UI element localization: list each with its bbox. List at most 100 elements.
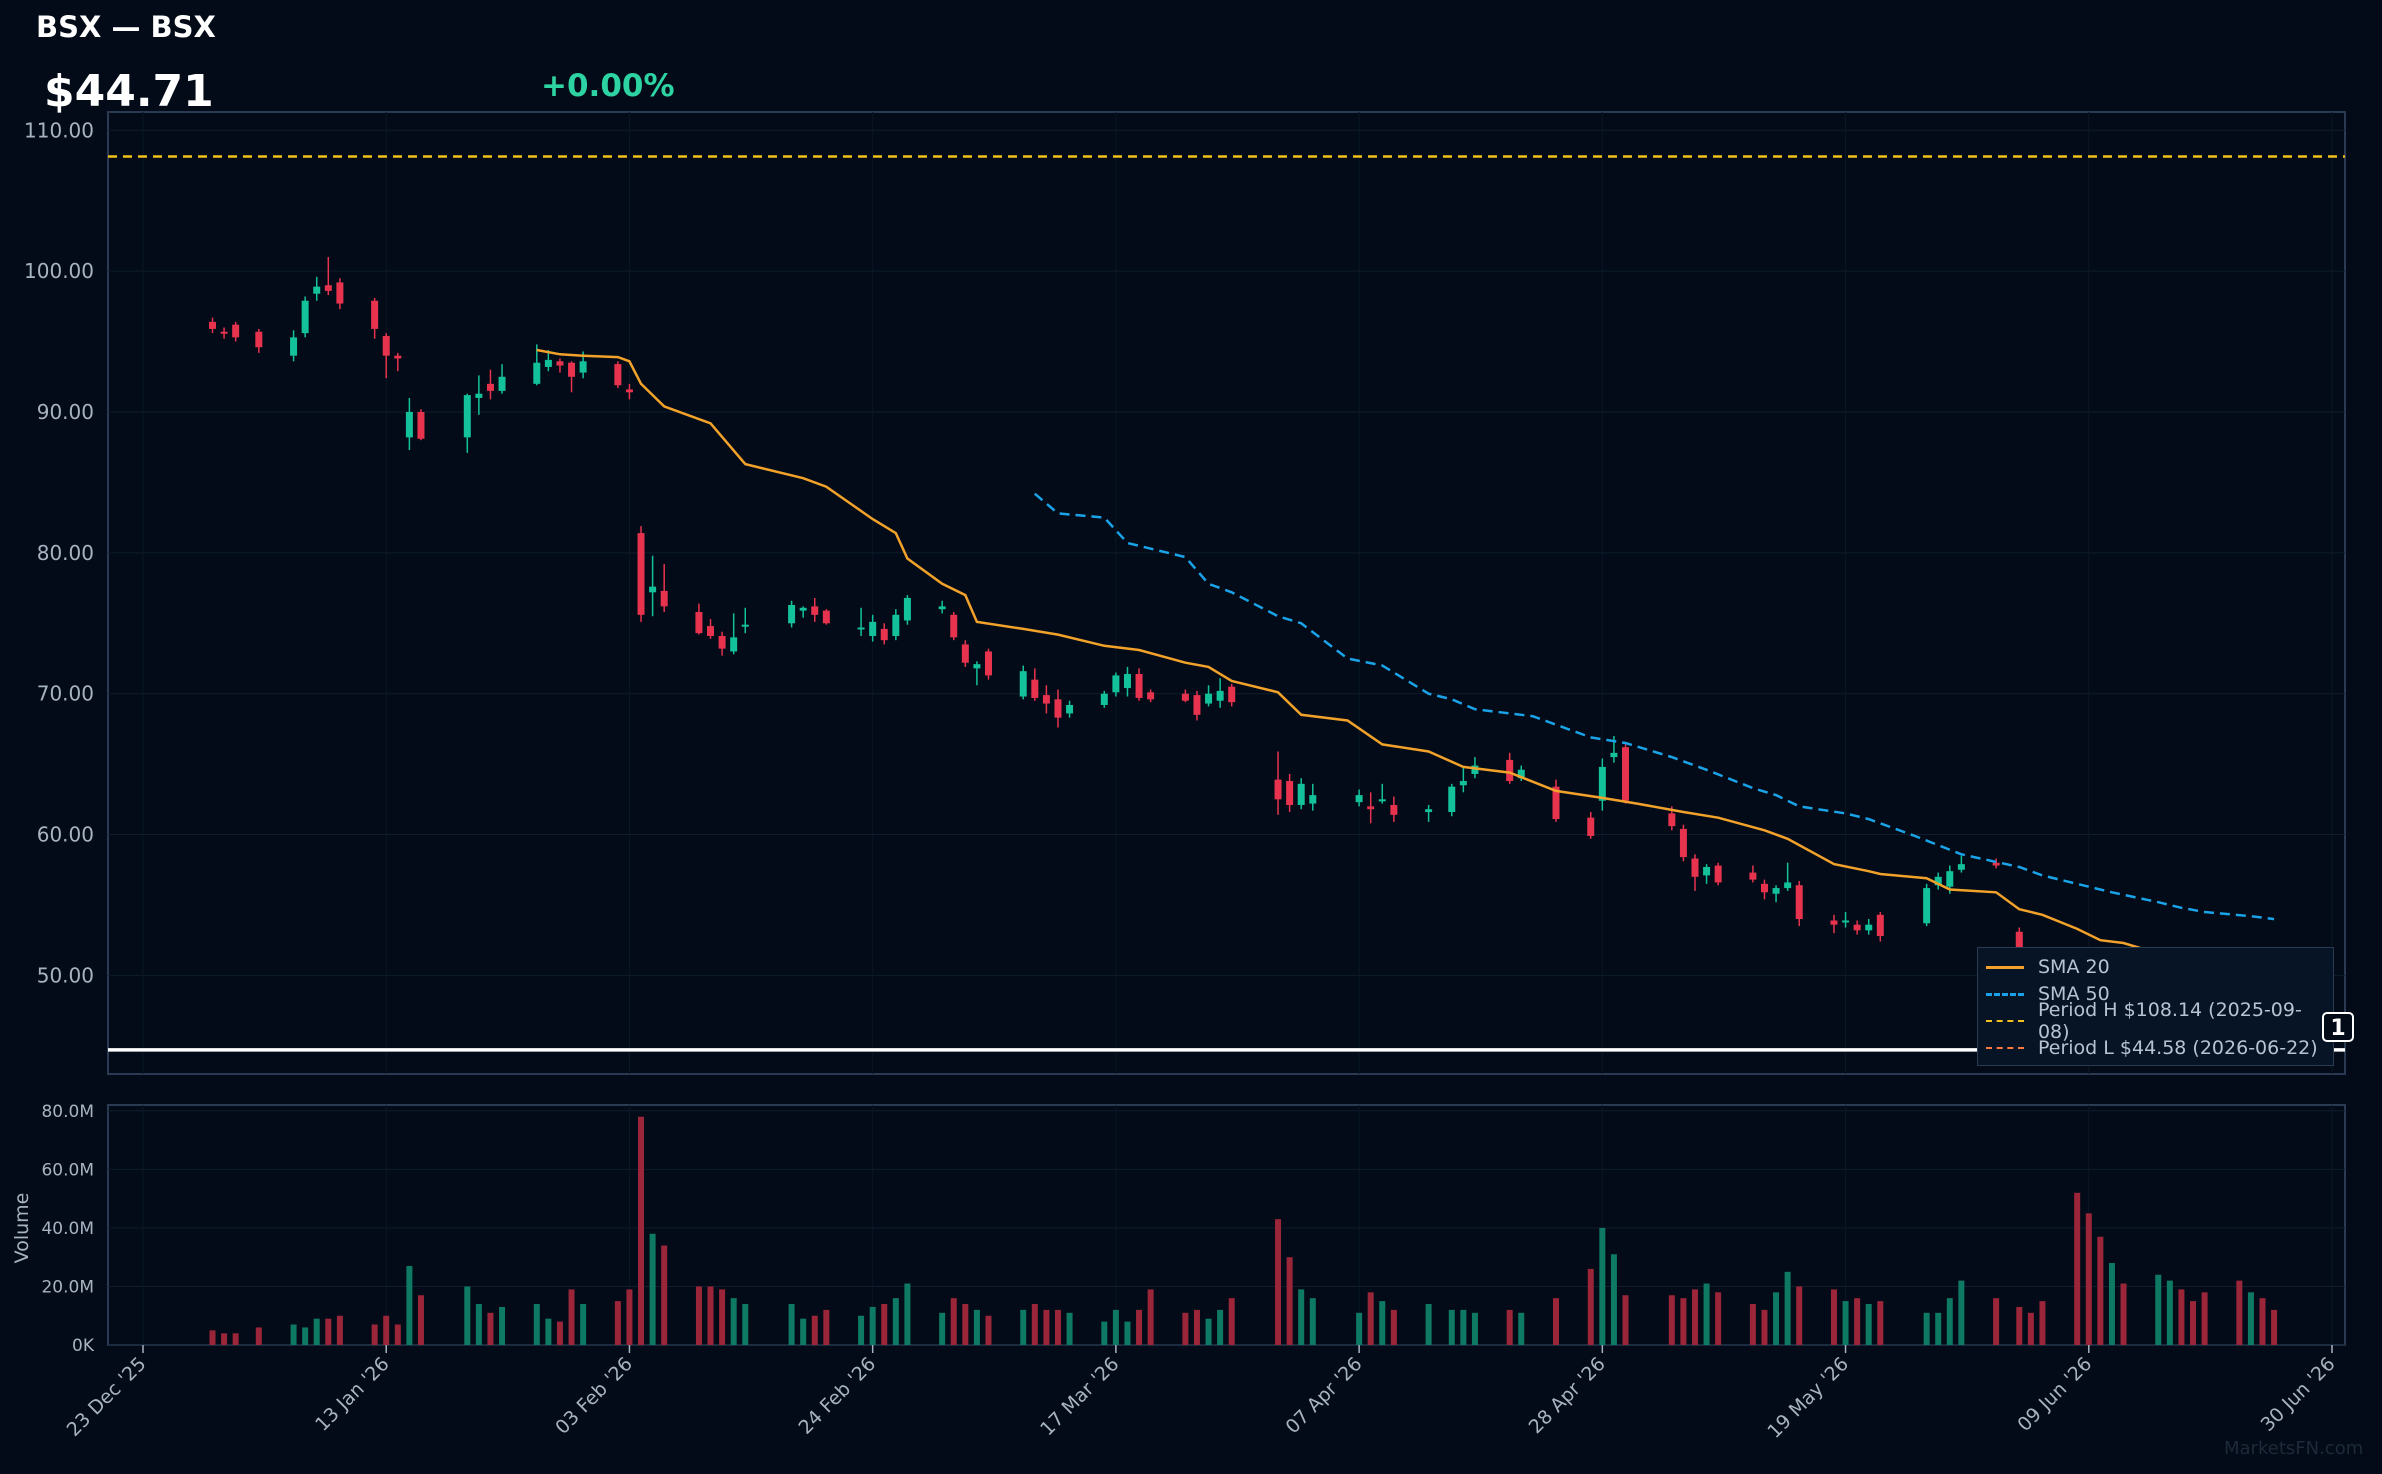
volume-bar	[881, 1304, 888, 1345]
sma20-line	[536, 348, 2275, 995]
candle-body	[1355, 795, 1363, 803]
candle-body	[892, 614, 900, 636]
candle-body	[1598, 766, 1606, 801]
volume-bar	[1124, 1321, 1131, 1345]
legend-period-high-label: Period H $108.14 (2025-09-08)	[2037, 999, 2302, 1043]
candle-body	[1066, 704, 1074, 714]
volume-bar	[823, 1309, 830, 1345]
candle-body	[1286, 781, 1294, 805]
volume-axis-label: Volume	[11, 1193, 33, 1264]
candle-body	[649, 586, 657, 593]
candle-body	[232, 324, 240, 338]
last-price-badge: 1	[2322, 1012, 2354, 1042]
volume-bar	[1193, 1309, 1200, 1345]
volume-bar	[464, 1286, 471, 1345]
volume-bar	[2236, 1280, 2243, 1345]
legend-sma50: SMA 50	[1986, 981, 2110, 1007]
sma20-swatch	[1986, 965, 2024, 969]
candle-body	[220, 331, 228, 334]
candle-body	[1876, 914, 1884, 936]
candle-body	[417, 412, 425, 439]
volume-bar	[255, 1327, 262, 1345]
volume-bar	[2247, 1292, 2254, 1345]
price-panel	[107, 111, 2346, 1075]
volume-bar	[1298, 1289, 1305, 1345]
candle-body	[811, 606, 819, 615]
volume-tick-label: 80.0M	[41, 1102, 94, 1122]
candle-body	[1923, 888, 1931, 924]
volume-bar	[800, 1318, 807, 1345]
volume-bar	[1020, 1309, 1027, 1345]
volume-bar	[2074, 1192, 2081, 1345]
candle-body	[1378, 799, 1386, 802]
candle-body	[1621, 747, 1629, 801]
volume-bar	[1830, 1289, 1837, 1345]
candle-body	[869, 621, 877, 636]
volume-bar	[499, 1306, 506, 1345]
volume-bar	[1680, 1298, 1687, 1345]
volume-bar	[1460, 1309, 1467, 1345]
volume-bar	[1147, 1289, 1154, 1345]
candle-body	[788, 604, 796, 624]
volume-bar	[1043, 1309, 1050, 1345]
candle-body	[1772, 888, 1780, 894]
candle-body	[301, 300, 309, 334]
price-tick-label: 70.00	[37, 682, 94, 706]
volume-bar	[1112, 1309, 1119, 1345]
candle-body	[556, 361, 564, 366]
candle-body	[568, 362, 576, 377]
legend-period-low-label: Period L $44.58 (2026-06-22)	[2038, 1037, 2318, 1059]
volume-bar	[2178, 1289, 2185, 1345]
volume-bar	[2271, 1309, 2278, 1345]
volume-bar	[1356, 1312, 1363, 1345]
price-change: +0.00%	[541, 68, 675, 104]
volume-bar	[2039, 1301, 2046, 1345]
x-tick-label: 24 Feb '26	[794, 1353, 880, 1439]
candle-body	[1587, 817, 1595, 836]
volume-bar	[985, 1315, 992, 1345]
candle-body	[1853, 924, 1861, 931]
candle-body	[1842, 920, 1850, 923]
volume-bar	[2201, 1292, 2208, 1345]
chart-title: BSX — BSX	[36, 10, 216, 44]
candle-body	[1703, 866, 1711, 876]
candle-body	[1679, 828, 1687, 858]
volume-bar	[209, 1330, 216, 1345]
volume-bar	[1286, 1257, 1293, 1345]
volume-bar	[1877, 1301, 1884, 1345]
candle-body	[1830, 920, 1838, 925]
candle-body	[1019, 671, 1027, 697]
candle-body	[475, 393, 483, 398]
candle-body	[1123, 673, 1131, 689]
candle-body	[1112, 675, 1120, 693]
candle-body	[857, 627, 865, 630]
candle-body	[1135, 673, 1143, 698]
volume-bar	[950, 1298, 957, 1345]
x-tick-label: 13 Jan '26	[311, 1353, 394, 1436]
volume-bar	[1031, 1304, 1038, 1345]
period-low-swatch	[1986, 1047, 2024, 1049]
candle-body	[1216, 690, 1224, 701]
volume-bar	[1854, 1298, 1861, 1345]
volume-bar	[1553, 1298, 1560, 1345]
candle-body	[533, 362, 541, 384]
volume-bar	[556, 1321, 563, 1345]
volume-bar	[1136, 1309, 1143, 1345]
chart-legend: SMA 20 SMA 50 Period H $108.14 (2025-09-…	[1977, 947, 2334, 1066]
volume-bar	[1101, 1321, 1108, 1345]
volume-bar	[1749, 1304, 1756, 1345]
candle-body	[1147, 692, 1155, 700]
legend-period-high: Period H $108.14 (2025-09-08)	[1986, 999, 2333, 1043]
price-tick-label: 90.00	[37, 400, 94, 424]
candle-body	[938, 606, 946, 610]
last-price: $44.71	[44, 66, 214, 117]
volume-bar	[1309, 1298, 1316, 1345]
candle-body	[625, 389, 633, 393]
volume-bar	[869, 1306, 876, 1345]
candle-body	[1031, 679, 1039, 698]
volume-bar	[1518, 1312, 1525, 1345]
volume-bar	[1367, 1292, 1374, 1345]
candle-body	[1205, 693, 1213, 704]
volume-bar	[904, 1283, 911, 1345]
volume-bar	[1865, 1304, 1872, 1345]
